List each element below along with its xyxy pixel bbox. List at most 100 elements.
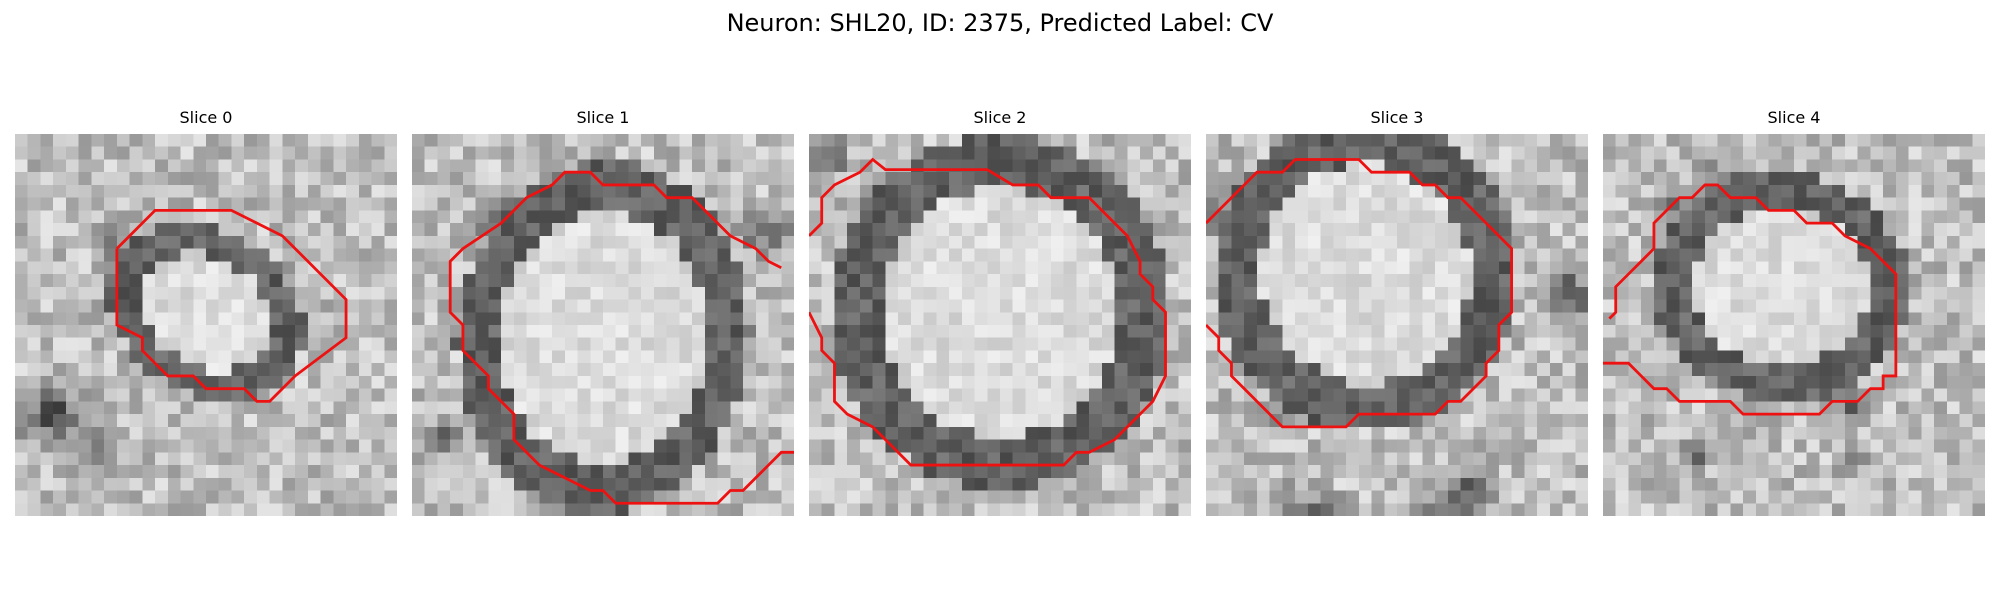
em-pixel [256,350,270,364]
em-pixel [53,439,67,453]
em-pixel [1178,146,1191,160]
em-pixel [1575,439,1588,453]
em-pixel [1549,503,1563,516]
em-pixel [539,134,553,147]
em-pixel [155,465,169,479]
em-pixel [1883,375,1897,389]
em-pixel [974,350,988,364]
em-pixel [412,197,425,211]
em-pixel [1397,274,1410,288]
em-pixel [462,159,476,173]
em-pixel [116,286,130,300]
em-pixel [1857,452,1871,466]
em-pixel [730,299,744,313]
em-pixel [1704,465,1718,479]
em-pixel [320,426,334,440]
em-pixel [475,172,489,186]
em-pixel [666,312,680,326]
em-pixel [1679,337,1693,351]
em-pixel [603,274,616,288]
em-pixel [1511,401,1525,415]
em-pixel [1409,210,1423,224]
em-pixel [1692,223,1706,237]
em-pixel [1000,223,1013,237]
em-pixel [679,439,693,453]
em-pixel [1806,337,1820,351]
em-pixel [872,325,886,338]
em-pixel [1320,210,1334,224]
em-pixel [1409,388,1423,402]
em-pixel [1076,248,1090,262]
em-pixel [1127,210,1141,224]
em-pixel [1768,452,1782,466]
em-pixel [755,325,769,338]
em-pixel [1140,465,1154,479]
em-pixel [1165,261,1179,275]
em-pixel [1460,350,1474,364]
em-pixel [974,274,988,288]
em-pixel [936,134,950,147]
em-pixel [910,337,924,351]
em-pixel [424,439,438,453]
em-pixel [628,146,642,160]
em-pixel [65,146,79,160]
em-pixel [628,337,642,351]
em-pixel [1743,299,1757,313]
em-pixel [53,375,67,389]
em-pixel [1165,274,1179,288]
em-pixel [821,261,835,275]
em-pixel [358,197,372,211]
em-pixel [1282,223,1296,237]
em-pixel [781,426,794,440]
em-pixel [898,299,912,313]
em-pixel [590,146,604,160]
em-pixel [1562,172,1576,186]
em-pixel [1256,210,1270,224]
em-pixel [437,248,451,262]
em-pixel [1165,184,1179,198]
em-pixel [603,401,616,415]
em-pixel [755,375,769,389]
em-pixel [987,350,1001,364]
em-pixel [1819,452,1833,466]
em-pixel [717,286,731,300]
em-pixel [1460,452,1474,466]
em-pixel [155,210,169,224]
em-pixel [666,490,680,504]
em-pixel [1498,286,1512,300]
em-pixel [1908,350,1922,364]
em-pixel [1295,159,1309,173]
em-pixel [730,312,744,326]
em-pixel [1679,184,1693,198]
em-pixel [1076,426,1090,440]
em-pixel [1127,146,1141,160]
em-pixel [1895,210,1909,224]
em-pixel [295,286,309,300]
em-pixel [923,388,937,402]
em-pixel [1857,134,1871,147]
em-pixel [730,414,744,428]
em-pixel [1870,401,1884,415]
em-pixel [1165,134,1179,147]
em-pixel [768,477,782,491]
em-pixel [1666,184,1680,198]
em-pixel [1447,414,1461,428]
em-pixel [1038,490,1052,504]
em-pixel [1178,375,1191,389]
em-pixel [526,388,540,402]
em-pixel [371,439,385,453]
em-pixel [1473,503,1487,516]
em-pixel [666,261,680,275]
em-pixel [679,325,693,338]
em-pixel [704,363,718,377]
em-pixel [755,388,769,402]
em-pixel [1295,490,1309,504]
em-pixel [1743,477,1757,491]
em-pixel [40,465,54,479]
em-pixel [755,414,769,428]
em-pixel [384,325,397,338]
em-pixel [371,184,385,198]
em-pixel [27,375,41,389]
em-pixel [155,223,169,237]
em-pixel [768,426,782,440]
